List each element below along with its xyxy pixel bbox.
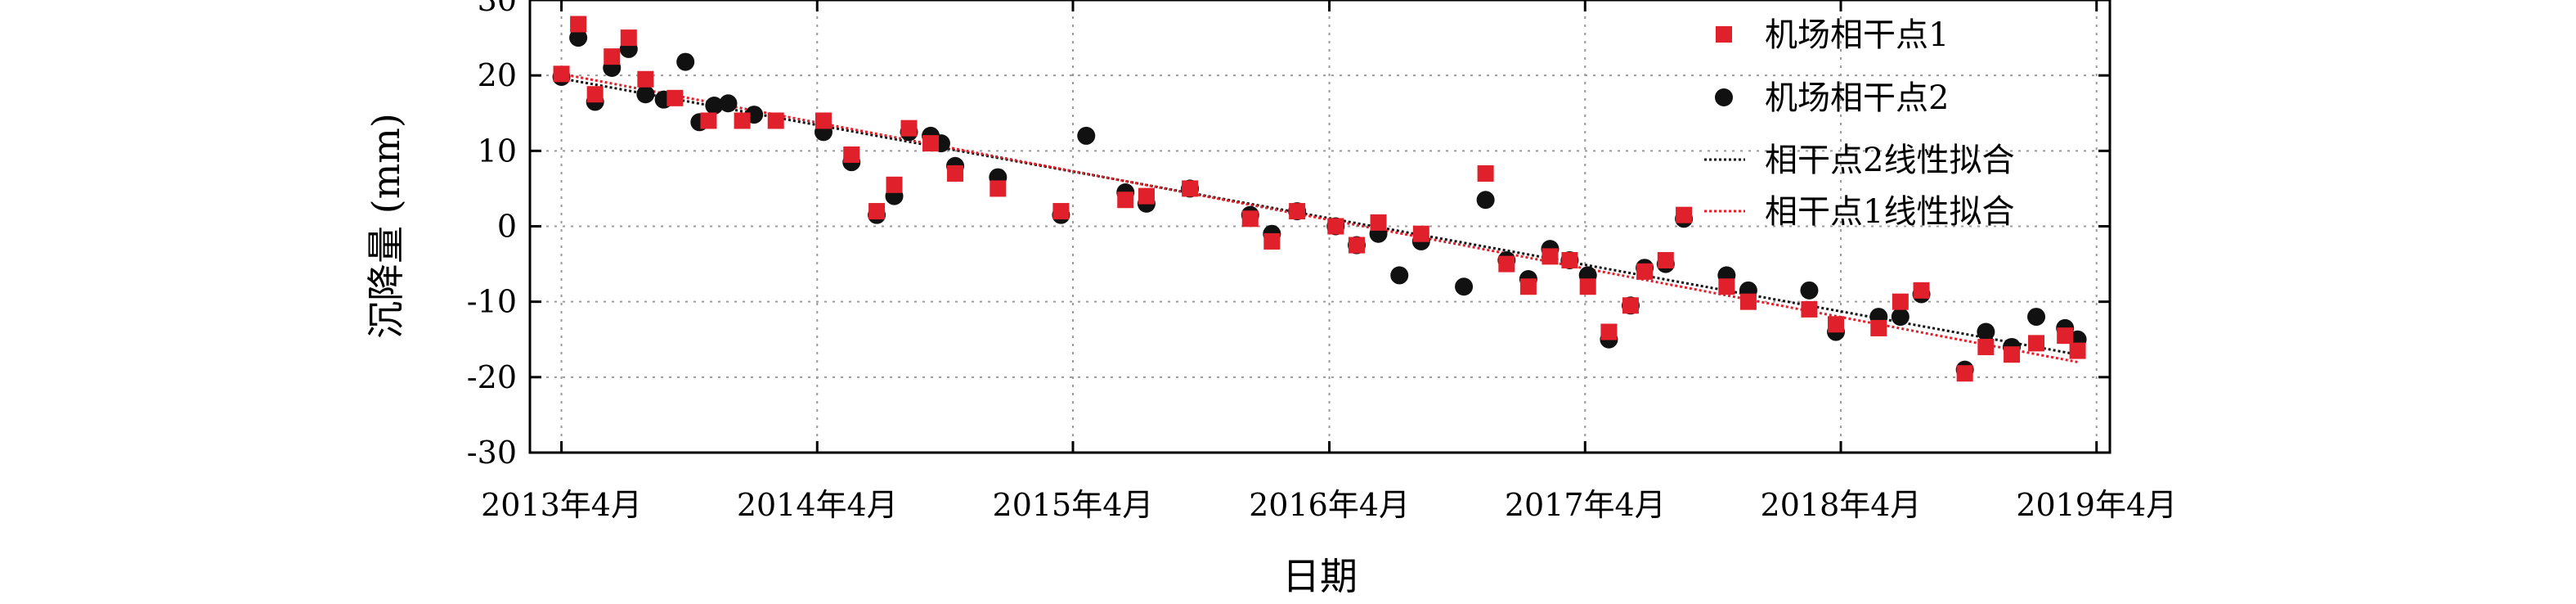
data-point-series-2: [636, 85, 655, 104]
data-point-series-1: [734, 112, 751, 129]
data-point-series-1: [1676, 206, 1693, 223]
data-point-series-1: [1977, 338, 1995, 355]
y-tick-label: -30: [467, 435, 517, 471]
legend-marker-series-1: [1716, 26, 1732, 43]
data-point-series-1: [1138, 187, 1155, 205]
x-tick-label: 2017年4月: [1505, 487, 1666, 523]
data-point-series-1: [2057, 327, 2074, 345]
data-point-series-1: [947, 165, 964, 182]
data-point-series-1: [604, 48, 621, 65]
data-point-series-1: [1870, 319, 1887, 336]
data-points: [552, 16, 2087, 382]
data-point-series-1: [1622, 297, 1639, 314]
data-point-series-1: [1561, 251, 1578, 268]
data-point-series-1: [1182, 180, 1199, 197]
data-point-series-2: [1891, 308, 1910, 327]
data-point-series-1: [1052, 203, 1070, 220]
x-tick-label: 2014年4月: [737, 487, 898, 523]
fit-line-2: [561, 72, 2078, 363]
data-point-series-1: [1117, 192, 1134, 209]
y-tick-label: -10: [467, 284, 517, 320]
y-tick-labels: 30 20 10 0 -10 -20 -30: [467, 0, 517, 471]
legend: 机场相干点1 机场相干点2 相干点2线性拟合 相干点1线性拟合: [1704, 16, 2014, 231]
legend-marker-series-2: [1715, 88, 1733, 106]
y-tick-label: 0: [497, 209, 517, 245]
legend-label-series-1: 机场相干点1: [1765, 16, 1949, 54]
data-point-series-1: [2004, 346, 2021, 363]
data-point-series-1: [815, 112, 832, 129]
data-point-series-1: [843, 146, 860, 163]
data-point-series-1: [2069, 342, 2086, 359]
y-tick-label: -20: [467, 359, 517, 395]
data-point-series-1: [666, 89, 684, 106]
data-point-series-2: [2027, 308, 2046, 327]
data-point-series-1: [1327, 218, 1344, 235]
data-point-series-1: [1348, 237, 1365, 254]
data-point-series-1: [1542, 248, 1559, 265]
data-point-series-1: [1263, 232, 1281, 250]
data-point-series-2: [1077, 126, 1096, 145]
data-point-series-1: [1498, 255, 1515, 273]
data-point-series-1: [2028, 335, 2045, 352]
data-point-series-2: [1455, 277, 1474, 296]
data-point-series-1: [1828, 316, 1845, 333]
data-point-series-2: [719, 94, 738, 113]
data-point-series-2: [676, 52, 695, 71]
data-point-series-1: [570, 16, 587, 33]
data-point-series-1: [868, 203, 886, 220]
data-point-series-1: [586, 86, 604, 103]
axis-ticks: [530, 0, 2110, 454]
y-axis-title: 沉降量 (mm): [364, 113, 408, 339]
fit-lines: [561, 72, 2078, 363]
data-point-series-1: [1519, 278, 1537, 295]
data-point-series-1: [553, 65, 570, 83]
data-point-series-1: [637, 70, 654, 88]
data-point-series-1: [990, 180, 1007, 197]
data-point-series-1: [1739, 293, 1757, 310]
data-point-series-1: [1579, 278, 1596, 295]
y-tick-label: 10: [478, 133, 517, 169]
data-point-series-1: [1718, 278, 1735, 295]
legend-label-fit-2: 相干点2线性拟合: [1765, 142, 2014, 179]
data-point-series-1: [1289, 203, 1306, 220]
data-point-series-1: [700, 112, 717, 129]
data-point-series-1: [1657, 251, 1674, 268]
data-point-series-1: [1801, 300, 1818, 318]
data-point-series-2: [569, 29, 588, 47]
data-point-series-2: [1476, 191, 1495, 210]
data-point-series-1: [1477, 165, 1494, 182]
x-tick-label: 2015年4月: [993, 487, 1154, 523]
x-tick-label: 2019年4月: [2016, 487, 2177, 523]
data-point-series-1: [1892, 293, 1909, 310]
fit-line-1: [561, 77, 2078, 356]
data-point-series-2: [1977, 322, 1995, 341]
data-point-series-1: [1956, 365, 1973, 382]
data-point-series-1: [1913, 282, 1930, 299]
x-tick-labels: 2013年4月 2014年4月 2015年4月 2016年4月 2017年4月 2018年…: [481, 487, 2177, 523]
y-tick-label: 30: [478, 0, 517, 18]
data-point-series-2: [705, 97, 724, 115]
x-tick-label: 2018年4月: [1761, 487, 1922, 523]
x-tick-label: 2016年4月: [1249, 487, 1410, 523]
data-point-series-1: [1412, 225, 1429, 242]
grid: [530, 0, 2110, 453]
data-point-series-2: [1390, 266, 1409, 285]
data-point-series-1: [886, 176, 903, 193]
data-point-series-1: [1370, 214, 1387, 231]
x-axis-title: 日期: [1282, 554, 1358, 598]
data-point-series-1: [767, 112, 784, 129]
data-point-series-1: [1241, 210, 1259, 228]
x-tick-label: 2013年4月: [481, 487, 642, 523]
data-point-series-1: [1600, 323, 1618, 340]
data-point-series-2: [1800, 281, 1819, 300]
data-point-series-1: [900, 119, 918, 137]
legend-label-fit-1: 相干点1线性拟合: [1765, 193, 2014, 231]
data-point-series-1: [620, 29, 637, 47]
data-point-series-1: [1636, 263, 1654, 280]
data-point-series-1: [922, 135, 940, 152]
y-tick-label: 20: [478, 57, 517, 93]
legend-label-series-2: 机场相干点2: [1765, 79, 1949, 117]
